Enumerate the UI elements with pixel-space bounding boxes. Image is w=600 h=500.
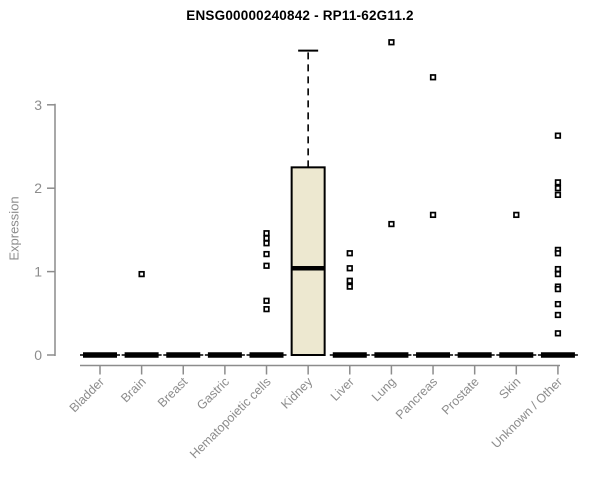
outlier-point [554,132,562,139]
x-axis-category-label: Lung [369,375,399,405]
outlier-point [263,230,270,237]
chart-title: ENSG00000240842 - RP11-62G11.2 [186,8,414,23]
outlier-point [346,250,353,257]
outlier-point [429,211,437,219]
zero-box [207,352,242,358]
box [290,166,326,356]
x-axis-category-label: Hematopoietic cells [187,375,274,462]
zero-box [332,352,367,358]
outlier-point [554,265,562,273]
x-axis-category-label: Brain [118,375,149,406]
outlier-point [554,330,562,337]
outlier-point [263,240,270,247]
x-axis-category-label: Gastric [194,375,232,413]
x-axis-category-label: Skin [496,375,523,402]
outlier-point [554,285,562,293]
zero-box [124,352,159,358]
outlier-point [346,277,353,284]
x-axis-category-label: Bladder [67,375,107,415]
outlier-point [513,211,520,219]
zero-box [374,352,409,358]
x-axis-category-label: Unknown / Other [489,375,565,451]
y-axis-tick-label: 1 [34,264,42,280]
zero-box [83,352,117,358]
zero-box [249,352,284,358]
x-axis-category-label: Breast [155,374,191,410]
outlier-point [138,270,145,278]
outlier-point [554,311,562,319]
y-axis-tick-label: 3 [34,97,42,113]
zero-box [540,352,575,358]
outlier-point [346,283,353,290]
zero-box [416,352,451,358]
outlier-point [429,74,437,81]
outlier-point [263,297,270,304]
outlier-point [554,300,562,308]
outlier-point [263,250,270,258]
outlier-point [554,185,562,192]
outlier-point [263,235,270,242]
x-axis-category-label: Kidney [278,374,315,411]
outlier-point [263,305,270,313]
outlier-point [388,39,395,46]
outlier-point [388,220,395,228]
y-axis-tick-label: 0 [34,347,42,363]
outlier-point [554,179,562,186]
zero-box [499,352,534,358]
x-axis-category-label: Pancreas [393,375,440,422]
outlier-point [554,191,562,199]
outlier-point [346,265,353,272]
outlier-point [263,262,270,269]
zero-box [166,352,201,358]
x-axis-category-label: Prostate [439,375,482,418]
outlier-point [554,250,562,257]
outlier-point [554,270,562,278]
y-axis-tick-label: 2 [34,180,42,196]
zero-box [457,352,492,358]
x-axis-category-label: Liver [328,375,357,404]
